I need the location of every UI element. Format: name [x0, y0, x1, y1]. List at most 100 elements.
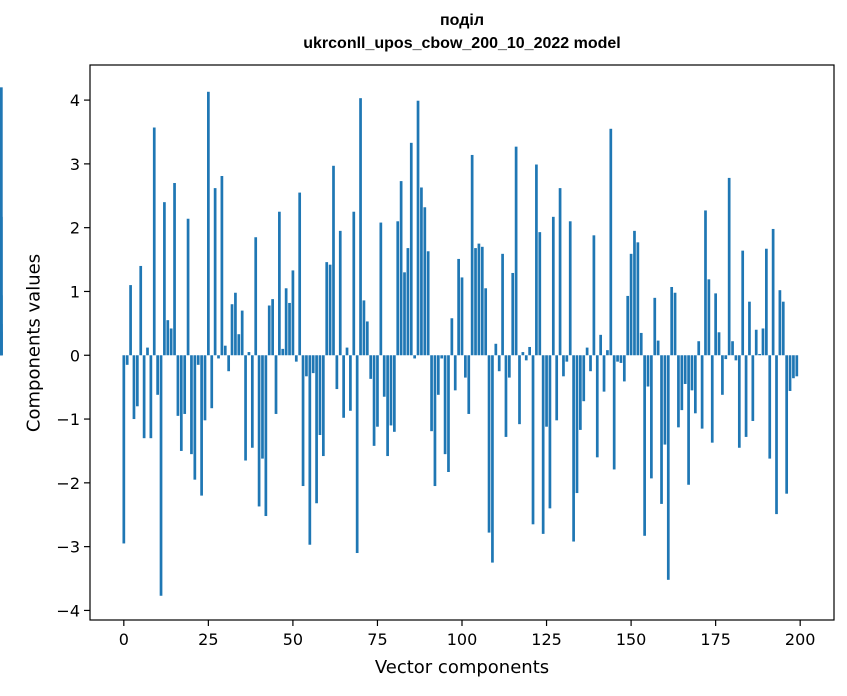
bar	[389, 355, 393, 426]
bar	[234, 292, 237, 356]
x-tick-label: 200	[785, 630, 816, 649]
bar	[376, 355, 379, 427]
bar	[311, 355, 315, 374]
bar	[220, 176, 224, 356]
bar	[744, 355, 748, 437]
bar	[524, 355, 528, 361]
bar	[565, 355, 569, 362]
bar	[325, 262, 329, 356]
bar	[382, 355, 386, 397]
bar	[416, 100, 420, 356]
bar	[386, 355, 389, 457]
bar	[399, 181, 403, 356]
bar	[633, 230, 636, 356]
bar	[521, 352, 525, 356]
bar	[660, 355, 663, 504]
bar	[338, 230, 342, 356]
bar	[741, 250, 745, 356]
bar	[430, 355, 433, 432]
bar	[507, 355, 511, 378]
bar	[646, 355, 650, 387]
bar	[484, 288, 488, 356]
bar	[362, 300, 366, 356]
y-tick-label: −3	[56, 538, 80, 557]
chart-title: поділ	[440, 12, 484, 29]
bar	[656, 340, 660, 356]
bar	[477, 243, 481, 356]
bar	[504, 355, 508, 437]
bar	[592, 235, 596, 356]
bar	[704, 210, 707, 356]
bar	[210, 355, 214, 409]
x-tick-label: 125	[531, 630, 562, 649]
bar	[190, 355, 193, 455]
bar	[575, 355, 579, 494]
bar	[345, 347, 349, 356]
bar	[666, 355, 670, 580]
bar	[264, 355, 268, 517]
y-tick-label: −1	[56, 410, 80, 429]
bar	[687, 355, 690, 485]
bar	[129, 285, 132, 356]
x-tick-label: 175	[700, 630, 731, 649]
x-tick-label: 150	[616, 630, 647, 649]
bar	[186, 218, 190, 356]
bar	[663, 355, 667, 445]
bar	[440, 355, 444, 359]
bar	[244, 355, 247, 461]
bar	[163, 202, 166, 356]
bar	[670, 287, 674, 356]
bar	[518, 355, 521, 425]
bar	[788, 355, 792, 391]
bar	[619, 355, 623, 363]
bar	[406, 248, 410, 356]
bar	[308, 355, 312, 545]
bar	[301, 355, 305, 487]
bar	[690, 355, 694, 391]
bar	[697, 341, 701, 356]
bar	[274, 355, 278, 414]
bar	[474, 248, 477, 356]
bar	[122, 355, 126, 544]
bar	[470, 154, 474, 356]
bar	[761, 328, 765, 356]
bar	[616, 355, 619, 362]
bar	[365, 321, 369, 356]
bar	[443, 355, 447, 455]
bar	[193, 355, 197, 480]
bar	[541, 355, 545, 534]
bar	[426, 251, 430, 356]
bar	[606, 350, 609, 356]
bar	[514, 146, 518, 356]
bar	[781, 301, 785, 356]
bar	[494, 343, 498, 356]
bar	[680, 355, 684, 411]
bar	[450, 318, 454, 356]
bar	[294, 355, 298, 362]
bar	[758, 353, 761, 356]
bar	[247, 352, 251, 356]
bar	[751, 355, 755, 421]
bar	[768, 355, 772, 459]
x-tick-label: 100	[447, 630, 478, 649]
bar	[731, 341, 734, 356]
bar	[0, 87, 3, 356]
bar	[132, 355, 136, 420]
x-tick-label: 25	[198, 630, 218, 649]
bar	[436, 355, 440, 395]
bar	[237, 334, 241, 356]
bar	[511, 272, 515, 356]
bar	[318, 355, 322, 435]
bar	[572, 355, 575, 542]
bar	[457, 258, 460, 356]
x-tick-label: 50	[283, 630, 303, 649]
x-axis-label: Vector components	[374, 657, 550, 678]
bar	[217, 355, 220, 359]
bar	[609, 128, 613, 356]
bar	[717, 332, 721, 356]
bar	[771, 228, 775, 356]
bar	[227, 355, 231, 372]
bar	[284, 288, 288, 356]
